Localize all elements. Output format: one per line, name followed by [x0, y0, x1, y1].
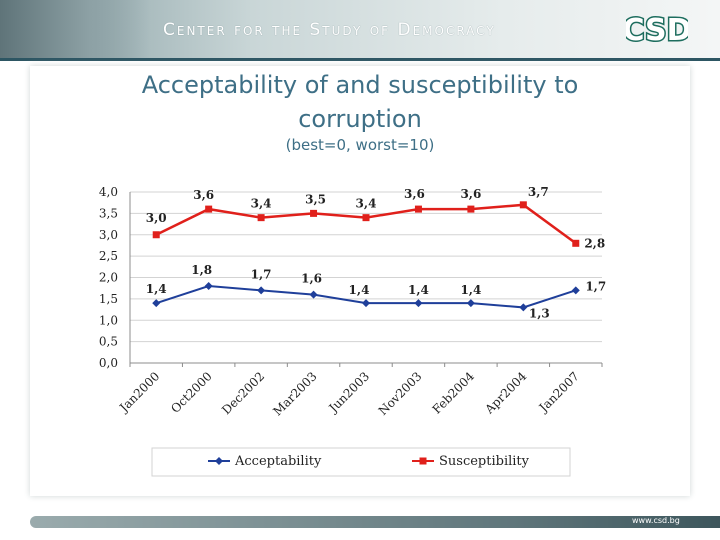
legend-marker [419, 457, 427, 465]
x-tick-label: Jun2003 [325, 369, 372, 416]
data-label: 1,7 [585, 279, 606, 293]
data-point [204, 282, 213, 291]
y-tick-label: 3,0 [99, 228, 118, 242]
data-label: 3,0 [146, 211, 167, 225]
data-point [362, 214, 370, 222]
data-point [519, 303, 528, 312]
data-label: 1,4 [460, 283, 481, 297]
data-point [519, 201, 527, 209]
legend-marker [215, 457, 223, 465]
y-tick-label: 3,5 [99, 206, 118, 220]
data-label: 3,6 [404, 187, 425, 201]
data-point [466, 299, 475, 308]
data-label: 3,4 [251, 197, 272, 211]
header-divider [0, 58, 720, 61]
x-tick-label: Feb2004 [430, 369, 478, 417]
data-label: 3,6 [193, 188, 214, 202]
header-banner: Center for the Study of Democracy CSD [0, 0, 720, 58]
x-tick-label: Dec2002 [219, 369, 267, 417]
data-label: 1,3 [529, 306, 550, 320]
data-point [257, 286, 266, 295]
y-tick-label: 2,0 [99, 271, 118, 285]
data-point [571, 286, 580, 295]
y-tick-label: 0,0 [99, 356, 118, 370]
header-title: Center for the Study of Democracy [163, 20, 496, 40]
chart-subtitle: (best=0, worst=10) [285, 136, 435, 154]
legend-label: Susceptibility [439, 454, 530, 469]
legend-label: Acceptability [234, 454, 322, 469]
data-point [414, 299, 423, 308]
logo-text: CSD [626, 13, 688, 48]
data-label: 3,5 [305, 192, 326, 206]
chart-title-line1: Acceptability of and susceptibility to [141, 71, 579, 99]
data-label: 3,6 [460, 187, 481, 201]
csd-logo: CSD [626, 12, 688, 50]
data-point [205, 205, 213, 213]
footer-bar [30, 516, 720, 528]
data-label: 3,4 [356, 197, 377, 211]
x-tick-label: Oct2000 [168, 369, 215, 416]
x-tick-label: Apr2004 [482, 369, 530, 417]
x-tick-label: Jan2000 [116, 369, 163, 416]
y-tick-label: 0,5 [99, 335, 118, 349]
footer-url: www.csd.bg [632, 516, 680, 525]
data-point [414, 205, 422, 213]
data-label: 1,7 [251, 267, 272, 281]
x-tick-label: Jan2007 [535, 369, 582, 416]
x-tick-label: Mar2003 [270, 369, 319, 418]
y-tick-label: 4,0 [99, 185, 118, 199]
data-point [309, 290, 318, 299]
data-point [152, 299, 161, 308]
y-tick-label: 1,0 [99, 313, 118, 327]
y-tick-label: 2,5 [99, 249, 118, 263]
data-label: 1,4 [146, 282, 167, 296]
data-label: 1,4 [349, 283, 370, 297]
data-label: 2,8 [584, 236, 605, 250]
header-photo [0, 0, 150, 58]
slide-panel [30, 66, 690, 496]
data-point [257, 214, 265, 222]
data-point [572, 239, 580, 247]
data-label: 1,4 [408, 283, 429, 297]
data-point [152, 231, 160, 239]
x-tick-label: Nov2003 [376, 369, 425, 418]
data-point [310, 209, 318, 217]
y-tick-label: 1,5 [99, 292, 118, 306]
data-point [467, 205, 475, 213]
data-label: 1,6 [301, 272, 322, 286]
chart-title-line2: corruption [298, 105, 422, 133]
data-label: 3,7 [528, 185, 549, 199]
data-point [362, 299, 370, 308]
data-label: 1,8 [191, 263, 212, 277]
